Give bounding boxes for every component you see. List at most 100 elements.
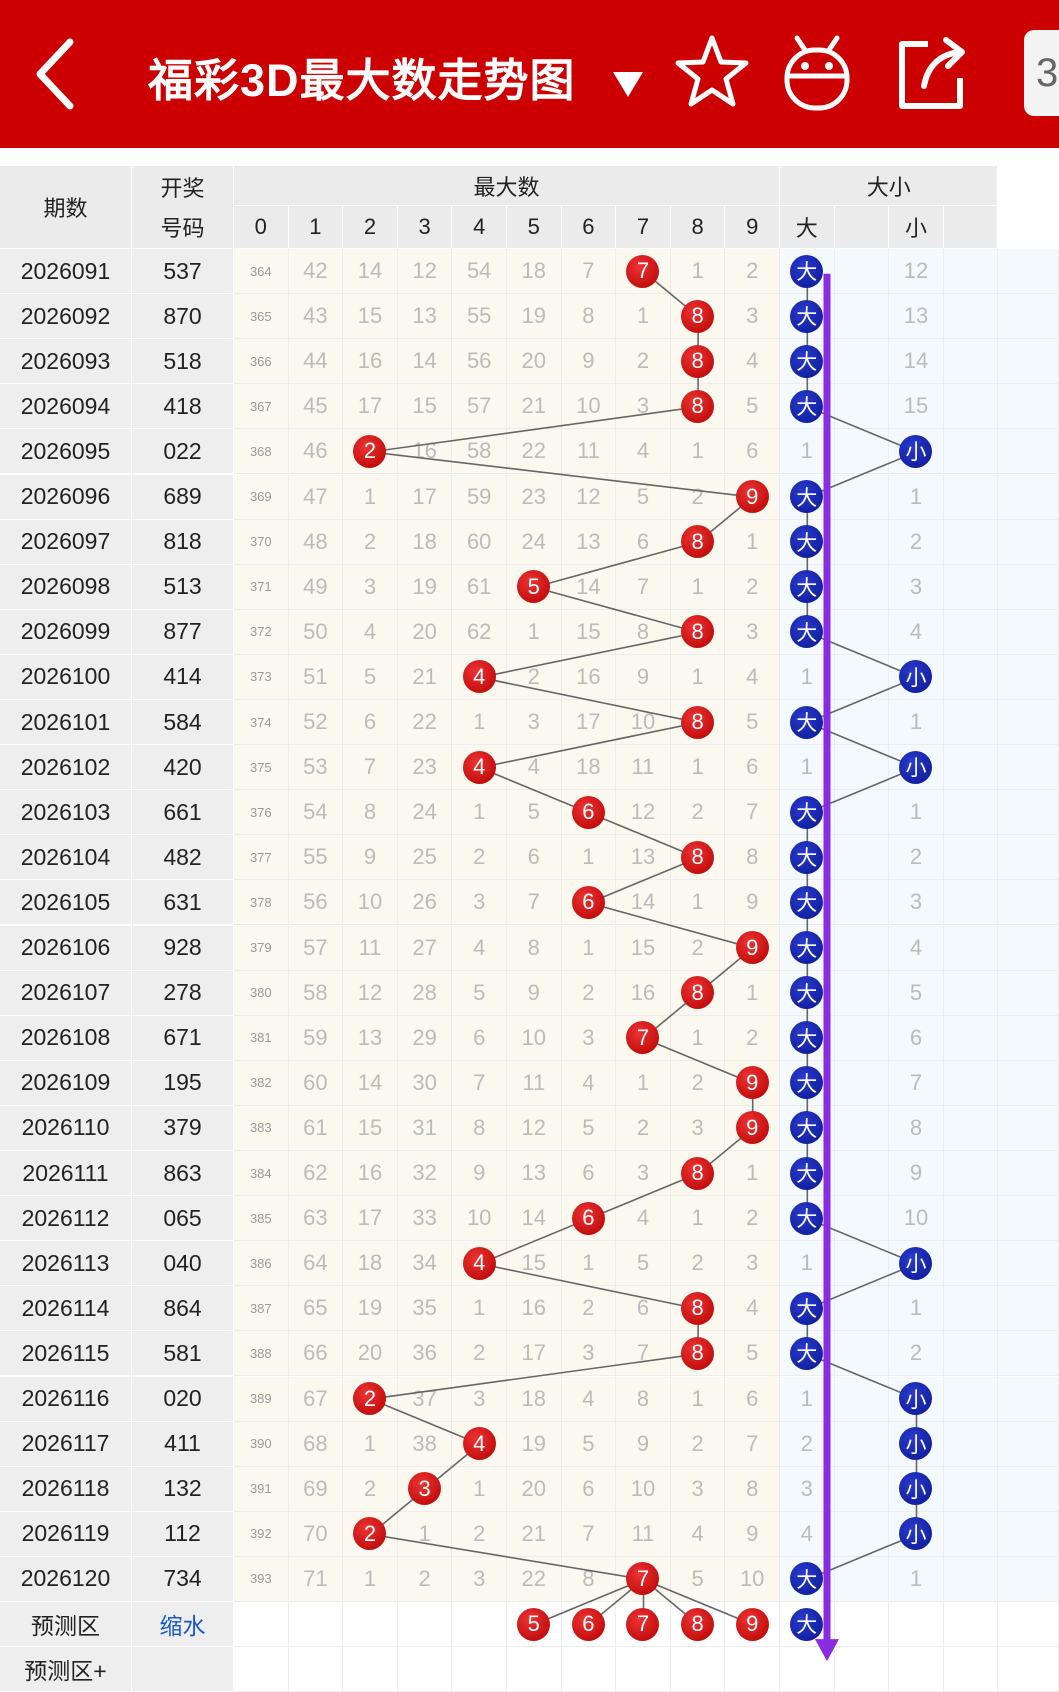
predict-plus-cell[interactable] bbox=[288, 1647, 344, 1692]
size-cell: 大 bbox=[780, 970, 835, 1016]
predict-plus-cell[interactable] bbox=[834, 1647, 890, 1692]
miss-count: 6 bbox=[527, 844, 540, 870]
predict-digit-cell[interactable] bbox=[343, 1602, 398, 1648]
predict-digit-cell[interactable]: 5 bbox=[507, 1602, 562, 1648]
miss-count: 20 bbox=[521, 348, 547, 374]
digit-cell: 9 bbox=[616, 1421, 671, 1467]
digit-cell: 7 bbox=[616, 1556, 671, 1602]
predict-digit-cell[interactable]: 9 bbox=[725, 1602, 780, 1648]
predict-ball[interactable]: 5 bbox=[517, 1607, 551, 1641]
miss-count: 35 bbox=[412, 1295, 437, 1321]
digit-cell: 15 bbox=[343, 1105, 398, 1151]
predict-size-cell[interactable]: 大 bbox=[780, 1602, 835, 1648]
digit-cell: 22 bbox=[507, 1556, 562, 1602]
size-cell bbox=[834, 790, 890, 836]
digit-cell: 2 bbox=[343, 429, 398, 475]
size-cell bbox=[834, 1376, 890, 1422]
predict-plus-cell[interactable] bbox=[616, 1647, 671, 1692]
predict-plus-cell[interactable] bbox=[943, 1647, 999, 1692]
digit-cell: 20 bbox=[343, 1331, 398, 1377]
miss-count: 59 bbox=[303, 1024, 328, 1050]
size-cell bbox=[943, 700, 999, 746]
size-miss-count: 3 bbox=[909, 573, 923, 599]
size-miss-count: 1 bbox=[800, 1250, 813, 1276]
size-cell: 4 bbox=[780, 1511, 835, 1557]
issue-cell: 2026091 bbox=[0, 249, 132, 295]
digit-cell: 19 bbox=[507, 1421, 562, 1467]
edge-cell bbox=[998, 700, 1059, 746]
edge-cell bbox=[998, 1015, 1059, 1061]
predict-plus-cell[interactable] bbox=[670, 1647, 726, 1692]
digit-cell: 17 bbox=[507, 1331, 562, 1377]
miss-count: 16 bbox=[412, 438, 437, 464]
digit-cell: 3 bbox=[725, 609, 780, 655]
digit-header-9: 9 bbox=[725, 206, 780, 249]
predict-plus-cell[interactable] bbox=[780, 1647, 835, 1692]
share-icon[interactable] bbox=[888, 30, 972, 114]
size-miss-count: 15 bbox=[903, 393, 929, 419]
digit-cell: 7 bbox=[507, 880, 562, 926]
miss-count: 1 bbox=[582, 1250, 595, 1276]
digit-header-1: 1 bbox=[288, 206, 344, 249]
issue-cell: 2026107 bbox=[0, 970, 132, 1016]
issue-cell: 2026115 bbox=[0, 1331, 132, 1377]
predict-label: 预测区 bbox=[0, 1602, 132, 1648]
digit-cell: 8 bbox=[670, 609, 726, 655]
max-digit-ball: 8 bbox=[681, 1156, 715, 1190]
predict-plus-cell[interactable] bbox=[234, 1647, 289, 1692]
shrink-link[interactable]: 缩水 bbox=[132, 1602, 234, 1648]
size-cell: 12 bbox=[889, 249, 944, 295]
draw-number-cell: 863 bbox=[132, 1151, 234, 1197]
miss-count: 56 bbox=[466, 348, 492, 374]
predict-ball[interactable]: 9 bbox=[735, 1607, 769, 1641]
back-arrow-icon[interactable] bbox=[30, 36, 80, 112]
digit-cell: 10 bbox=[507, 1015, 562, 1061]
big-ball: 大 bbox=[790, 344, 824, 378]
digit-cell: 44 bbox=[288, 339, 344, 385]
predict-plus-cell[interactable] bbox=[397, 1647, 453, 1692]
size-miss-count: 1 bbox=[800, 663, 813, 689]
triangle-down-icon[interactable] bbox=[611, 58, 645, 110]
predict-ball[interactable]: 8 bbox=[681, 1607, 715, 1641]
digit-cell: 4 bbox=[725, 654, 780, 700]
predict-plus-cell[interactable] bbox=[343, 1647, 398, 1692]
max-digit-ball: 8 bbox=[681, 1336, 715, 1370]
predict-digit-cell[interactable] bbox=[234, 1602, 289, 1648]
miss-count: 16 bbox=[521, 1295, 547, 1321]
draw-number-cell: 040 bbox=[132, 1241, 234, 1287]
predict-digit-cell[interactable]: 6 bbox=[561, 1602, 617, 1648]
miss-count: 15 bbox=[412, 393, 437, 419]
size-cell bbox=[834, 1556, 890, 1602]
predict-plus-cell[interactable] bbox=[998, 1647, 1059, 1692]
size-cell: 大 bbox=[780, 564, 835, 610]
predict-size-cell[interactable] bbox=[943, 1602, 999, 1648]
page-title[interactable]: 福彩3D最大数走势图 bbox=[148, 44, 645, 110]
star-icon[interactable] bbox=[670, 30, 754, 114]
miss-count: 4 bbox=[636, 438, 650, 464]
predict-plus-cell[interactable] bbox=[725, 1647, 780, 1692]
predict-plus-cell[interactable] bbox=[452, 1647, 507, 1692]
miss-count: 10 bbox=[739, 1565, 765, 1591]
max-digit-ball: 4 bbox=[462, 750, 496, 784]
predict-digit-cell[interactable] bbox=[452, 1602, 507, 1648]
predict-big-ball[interactable]: 大 bbox=[790, 1607, 824, 1641]
predict-digit-cell[interactable]: 7 bbox=[616, 1602, 671, 1648]
predict-digit-cell[interactable] bbox=[288, 1602, 344, 1648]
predict-digit-cell[interactable] bbox=[397, 1602, 453, 1648]
issue-cell: 2026096 bbox=[0, 474, 132, 520]
miss-count: 3 bbox=[527, 709, 540, 735]
miss-count: 30 bbox=[412, 1069, 437, 1095]
predict-size-cell[interactable] bbox=[889, 1602, 944, 1648]
predict-plus-cell[interactable] bbox=[889, 1647, 944, 1692]
predict-size-cell[interactable] bbox=[834, 1602, 890, 1648]
predict-plus-cell[interactable] bbox=[561, 1647, 617, 1692]
size-cell bbox=[943, 294, 999, 340]
android-icon[interactable] bbox=[775, 30, 859, 114]
issue-cell: 2026113 bbox=[0, 1241, 132, 1287]
predict-ball[interactable]: 6 bbox=[571, 1607, 605, 1641]
predict-digit-cell[interactable]: 8 bbox=[670, 1602, 726, 1648]
size-cell bbox=[943, 880, 999, 926]
predict-plus-cell[interactable] bbox=[507, 1647, 562, 1692]
predict-ball[interactable]: 7 bbox=[626, 1607, 660, 1641]
next-chart-tab[interactable]: 3 bbox=[1024, 30, 1059, 116]
